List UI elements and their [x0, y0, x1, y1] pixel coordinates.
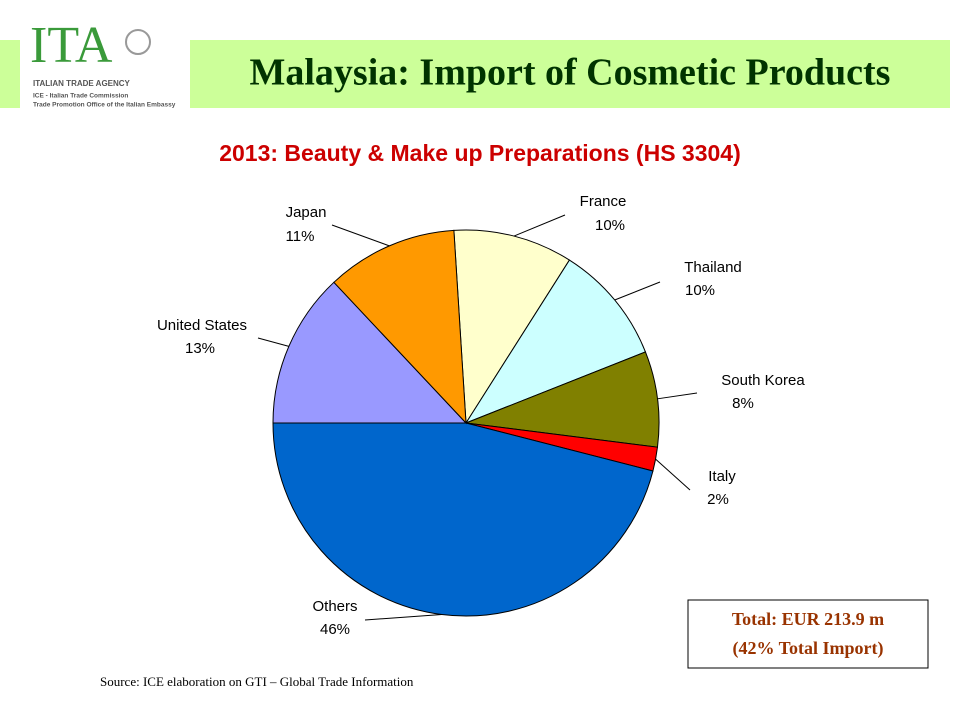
- leader-line: [614, 281, 661, 301]
- chart-title: 2013: Beauty & Make up Preparations (HS …: [219, 140, 741, 166]
- slice-value: 46%: [320, 621, 350, 638]
- logo-line: ICE - Italian Trade Commission: [33, 93, 128, 100]
- slice-value: 2%: [707, 491, 729, 508]
- pie-slice: [464, 259, 647, 425]
- slice-label: South Korea: [721, 372, 805, 389]
- leader-line: [657, 392, 698, 400]
- logo-agency: ITALIAN TRADE AGENCY: [33, 79, 131, 88]
- logo-line: Trade Promotion Office of the Italian Em…: [33, 102, 176, 109]
- total-text: (42% Total Import): [732, 638, 883, 659]
- slice-value: 10%: [595, 217, 625, 234]
- total-box: [687, 599, 929, 669]
- slice-label: France: [580, 193, 627, 210]
- pie: France 10% Thailand 10% South Korea 8% Italy 2%…: [157, 193, 805, 638]
- slice-label: Thailand: [684, 259, 742, 276]
- slice-value: 10%: [685, 282, 715, 299]
- slide-title: Malaysia: Import of Cosmetic Products: [250, 52, 891, 94]
- header-strip: [0, 40, 20, 108]
- pie-slice: [465, 351, 660, 448]
- leader-line: [513, 214, 566, 237]
- leader-line: [331, 224, 390, 247]
- leader-line: [257, 337, 290, 347]
- total-text: Total: EUR 213.9 m: [732, 609, 884, 629]
- source-note: Source: ICE elaboration on GTI – Global …: [100, 674, 414, 689]
- header-bar: [190, 40, 950, 108]
- slice-value: 11%: [286, 228, 315, 245]
- leader-line: [364, 613, 442, 621]
- slice-label: United States: [157, 317, 247, 334]
- logo-icon: [125, 29, 151, 55]
- slice-label: Others: [312, 598, 357, 615]
- slice-label: Italy: [708, 468, 736, 485]
- slice-label: Japan: [286, 204, 327, 221]
- pie-slice: [453, 229, 571, 425]
- leader-line: [655, 458, 691, 491]
- slice-value: 8%: [732, 395, 754, 412]
- pie-slice: [272, 422, 654, 617]
- logo-mark: ITA: [30, 17, 113, 74]
- slice-value: 13%: [185, 340, 215, 357]
